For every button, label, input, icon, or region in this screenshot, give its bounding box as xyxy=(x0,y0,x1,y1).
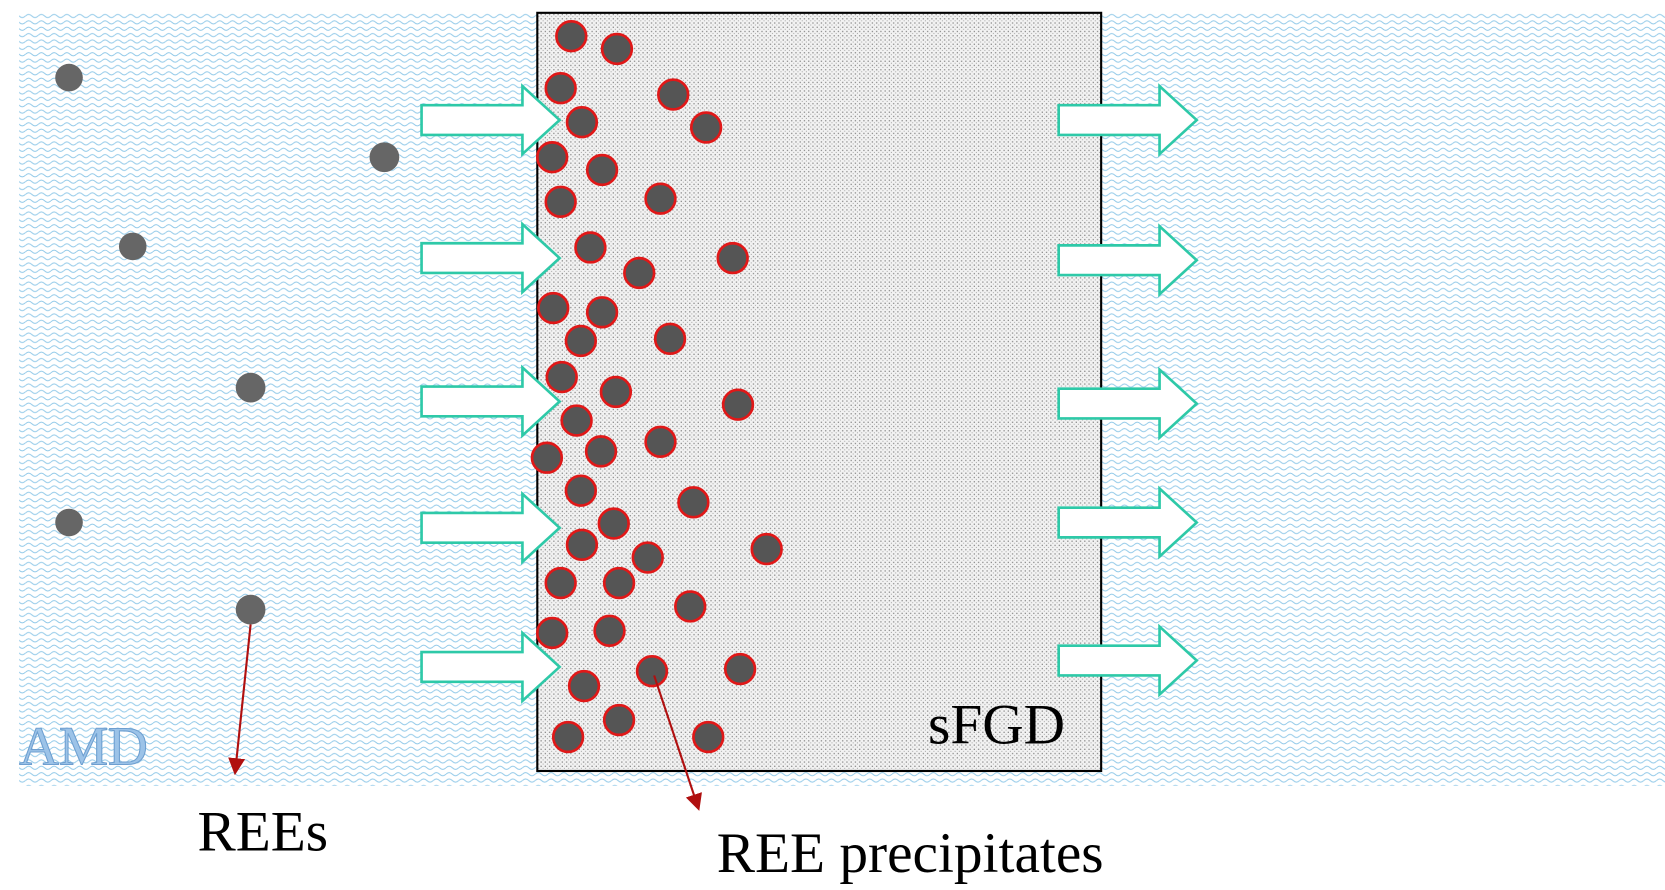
precipitates-label: REE precipitates xyxy=(717,822,1104,885)
filter-label: sFGD xyxy=(928,693,1065,756)
ions-label: REEs xyxy=(198,801,329,864)
diagram: AMD sFGD REEs REE precipitates xyxy=(0,0,1665,890)
fluid-label: AMD xyxy=(19,716,148,777)
